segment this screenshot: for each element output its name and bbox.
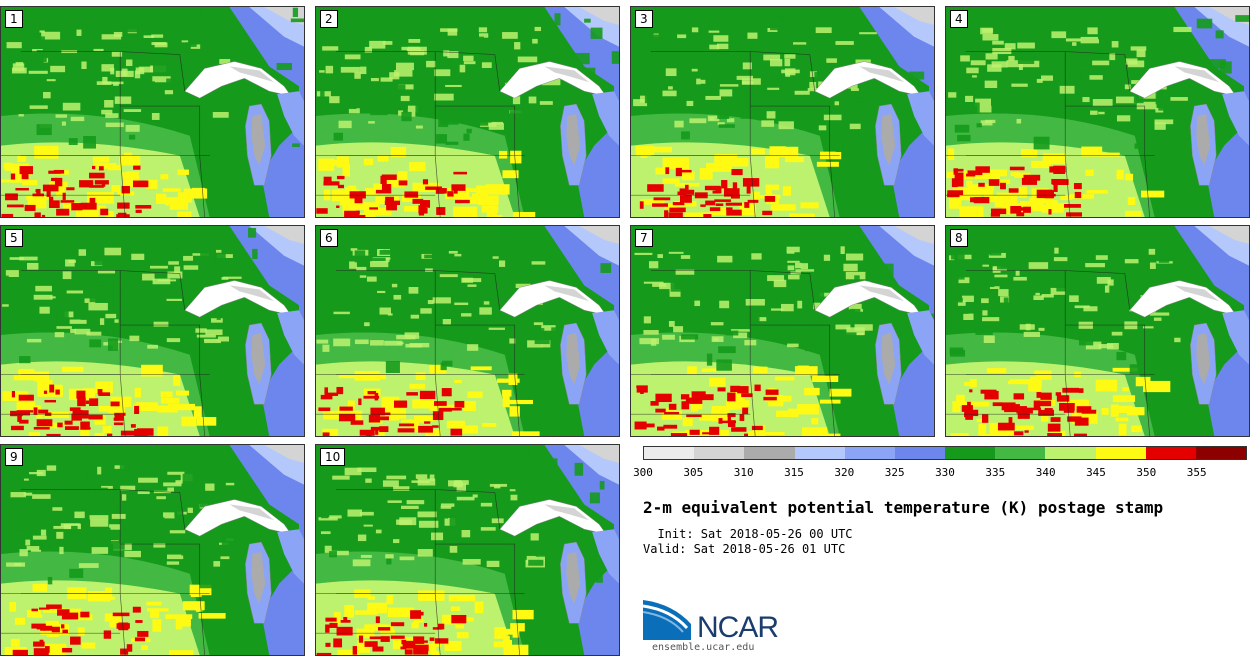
colorbar-segment (694, 447, 745, 459)
colorbar-segment (995, 447, 1046, 459)
postage-stamp-map: 5 (0, 225, 305, 437)
stamp-number-label: 2 (320, 10, 338, 28)
postage-stamp-map: 10 (315, 444, 620, 656)
colorbar (643, 446, 1247, 460)
colorbar-tick-label: 355 (1186, 466, 1207, 479)
colorbar-tick-label: 340 (1035, 466, 1056, 479)
logo-text: NCAR (697, 611, 779, 644)
colorbar-ticks: 300 305 310 315 320 325 330 335 340 345 350 355 (633, 466, 1247, 480)
stamp-number-label: 3 (635, 10, 653, 28)
postage-stamp-map: 2 (315, 6, 620, 218)
postage-stamp-map: 9 (0, 444, 305, 656)
colorbar-segment (644, 447, 695, 459)
colorbar-segment (945, 447, 996, 459)
colorbar-segment (1145, 447, 1196, 459)
postage-stamp-map: 1 (0, 6, 305, 218)
stamp-number-label: 5 (5, 229, 23, 247)
stamp-number-label: 1 (5, 10, 23, 28)
stamp-number-label: 4 (950, 10, 968, 28)
colorbar-segment (844, 447, 895, 459)
stamp-number-label: 9 (5, 448, 23, 466)
map-title: 2-m equivalent potential temperature (K)… (643, 498, 1164, 517)
stamp-number-label: 10 (320, 448, 346, 466)
colorbar-segment (794, 447, 845, 459)
init-time-text: Init: Sat 2018-05-26 00 UTC (657, 527, 853, 541)
stamp-number-label: 7 (635, 229, 653, 247)
postage-stamp-map: 4 (945, 6, 1250, 218)
init-time: Init: Sat 2018-05-26 00 UTC (643, 527, 853, 541)
colorbar-segment (1045, 447, 1096, 459)
postage-stamp-map: 3 (630, 6, 935, 218)
postage-stamp-map: 6 (315, 225, 620, 437)
colorbar-segment (1095, 447, 1146, 459)
colorbar-tick-label: 345 (1086, 466, 1106, 479)
colorbar-segment (1195, 447, 1247, 459)
valid-time-text: Valid: Sat 2018-05-26 01 UTC (643, 542, 846, 556)
stamp-number-label: 8 (950, 229, 968, 247)
colorbar-tick-label: 330 (935, 466, 955, 479)
stamp-number-label: 6 (320, 229, 338, 247)
colorbar-tick-label: 300 (633, 466, 653, 479)
colorbar-tick-label: 305 (683, 466, 704, 479)
ncar-logo-icon (643, 600, 691, 640)
colorbar-segment (744, 447, 795, 459)
postage-stamp-map: 8 (945, 225, 1250, 437)
colorbar-tick-label: 310 (733, 466, 754, 479)
postage-stamp-map: 7 (630, 225, 935, 437)
colorbar-tick-label: 335 (985, 466, 1006, 479)
colorbar-tick-label: 315 (784, 466, 804, 479)
valid-time: Valid: Sat 2018-05-26 01 UTC (643, 542, 845, 556)
colorbar-tick-label: 320 (834, 466, 855, 479)
colorbar-segment (894, 447, 946, 459)
colorbar-tick-label: 350 (1136, 466, 1157, 479)
logo-url: ensemble.ucar.edu (652, 642, 755, 653)
colorbar-tick-label: 325 (884, 466, 905, 479)
